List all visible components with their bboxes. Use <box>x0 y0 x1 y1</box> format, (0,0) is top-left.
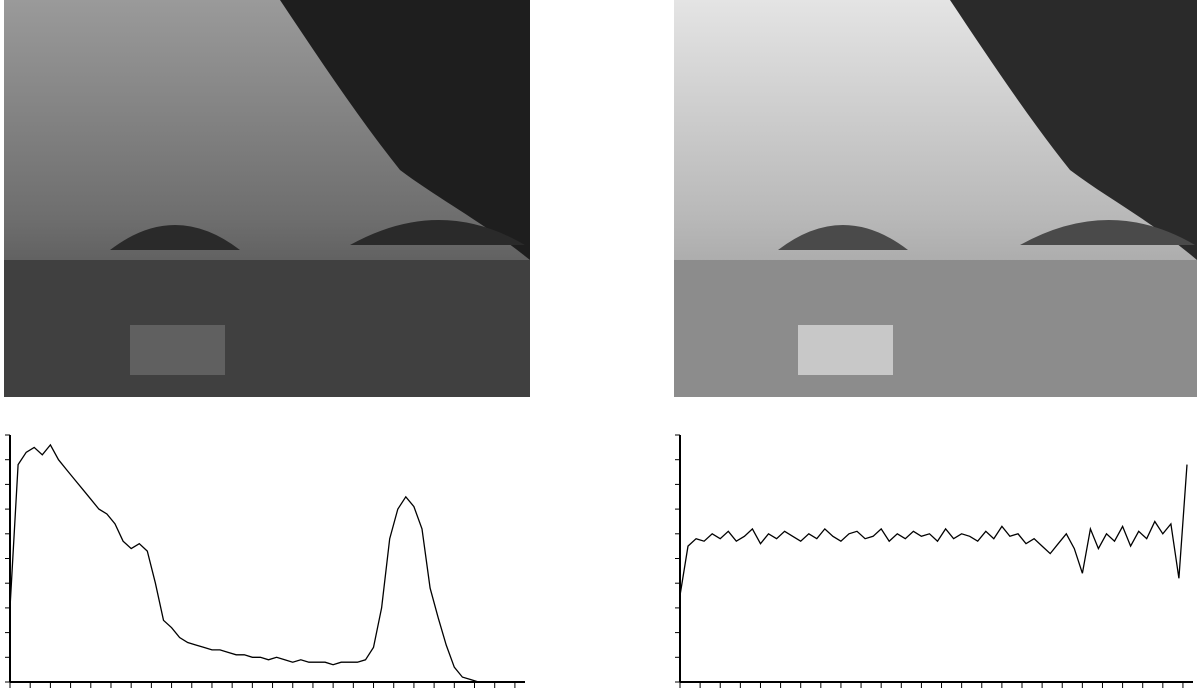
histogram-line <box>9 443 519 683</box>
histogram-line <box>679 464 1188 596</box>
equalized-photo <box>674 0 1197 397</box>
original-photo <box>4 0 530 397</box>
